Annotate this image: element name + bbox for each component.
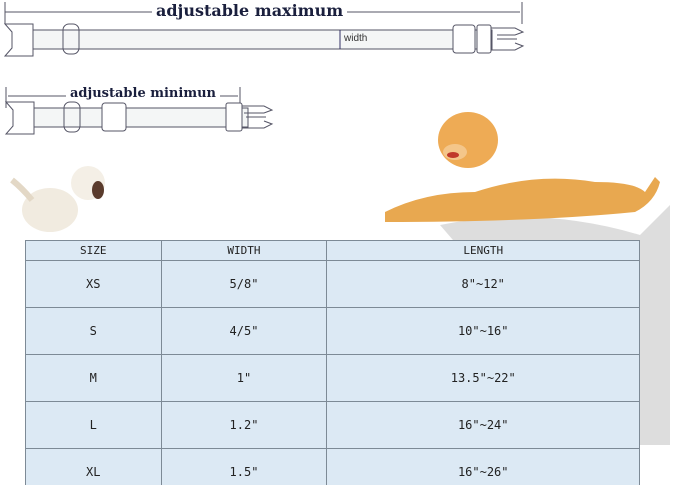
width-cell: 1.5" <box>160 448 328 485</box>
length-cell: 16"~26" <box>326 448 640 485</box>
collar-minimum-diagram <box>4 87 274 135</box>
width-label: width <box>344 33 368 44</box>
width-cell: 5/8" <box>160 260 328 308</box>
size-cell: XL <box>25 448 162 485</box>
length-cell: 8"~12" <box>326 260 640 308</box>
length-cell: 16"~24" <box>326 401 640 449</box>
header-size: SIZE <box>25 240 162 261</box>
adjustable-maximum-label: adjustable maximum <box>152 1 348 20</box>
table-header-row: SIZE WIDTH LENGTH <box>25 240 640 261</box>
width-cell: 1" <box>160 354 328 402</box>
table-row: XS 5/8" 8"~12" <box>25 260 640 308</box>
adjustable-minimum-label: adjustable minimun <box>66 86 220 101</box>
small-dog-illustration <box>10 166 105 232</box>
length-cell: 13.5"~22" <box>326 354 640 402</box>
size-cell: XS <box>25 260 162 308</box>
header-width: WIDTH <box>160 240 328 261</box>
collar-maximum-diagram <box>3 2 525 57</box>
table-row: S 4/5" 10"~16" <box>25 307 640 355</box>
size-cell: S <box>25 307 162 355</box>
width-cell: 1.2" <box>160 401 328 449</box>
header-length: LENGTH <box>326 240 640 261</box>
table-row: M 1" 13.5"~22" <box>25 354 640 402</box>
size-cell: M <box>25 354 162 402</box>
length-cell: 10"~16" <box>326 307 640 355</box>
size-cell: L <box>25 401 162 449</box>
size-table: SIZE WIDTH LENGTH XS 5/8" 8"~12" S 4/5" 10"~… <box>25 240 640 485</box>
table-row: L 1.2" 16"~24" <box>25 401 640 449</box>
table-row: XL 1.5" 16"~26" <box>25 448 640 485</box>
width-cell: 4/5" <box>160 307 328 355</box>
